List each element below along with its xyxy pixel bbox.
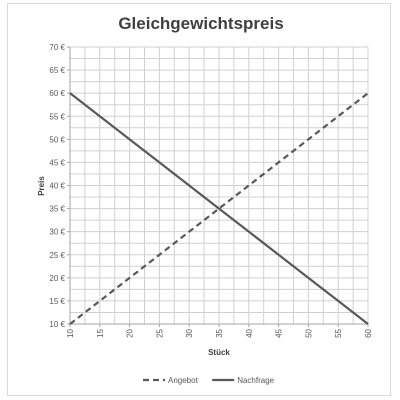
legend: Angebot Nachfrage [143,376,275,385]
grid [69,46,369,325]
chart-title: Gleichgewichtspreis [118,14,283,33]
y-tick-label: 40 € [49,182,65,191]
y-tick-label: 45 € [49,158,65,167]
y-tick-label: 55 € [49,112,65,121]
x-tick-label: 20 [126,328,135,337]
tick-labels: 10 € 15 € 20 € 25 € 30 € 35 € 40 € 45 € 50 € 55 €… [49,43,373,338]
y-tick-label: 30 € [49,228,65,237]
legend-label-angebot: Angebot [168,376,199,385]
x-tick-label: 10 [66,328,75,337]
x-axis-title: Stück [208,348,230,357]
x-tick-label: 30 [185,328,194,337]
x-tick-label: 40 [245,328,254,337]
y-tick-label: 70 € [49,43,65,52]
y-tick-label: 60 € [49,89,65,98]
x-tick-label: 60 [364,328,373,337]
x-tick-label: 25 [155,328,164,337]
x-tick-label: 50 [304,328,313,337]
x-tick-label: 15 [96,328,105,337]
y-tick-label: 50 € [49,135,65,144]
chart-frame [7,3,391,396]
x-tick-label: 45 [275,328,284,337]
x-tick-label: 35 [215,328,224,337]
legend-label-nachfrage: Nachfrage [237,376,274,385]
y-tick-label: 15 € [49,297,65,306]
series-line-angebot [69,92,369,325]
x-tick-label: 55 [334,328,343,337]
y-tick-label: 20 € [49,274,65,283]
series-lines [69,92,369,325]
y-tick-label: 65 € [49,66,65,75]
y-tick-label: 35 € [49,205,65,214]
y-tick-label: 25 € [49,251,65,260]
series-line-nachfrage [69,92,369,325]
y-axis-title: Preis [37,176,46,196]
y-tick-label: 10 € [49,320,65,329]
